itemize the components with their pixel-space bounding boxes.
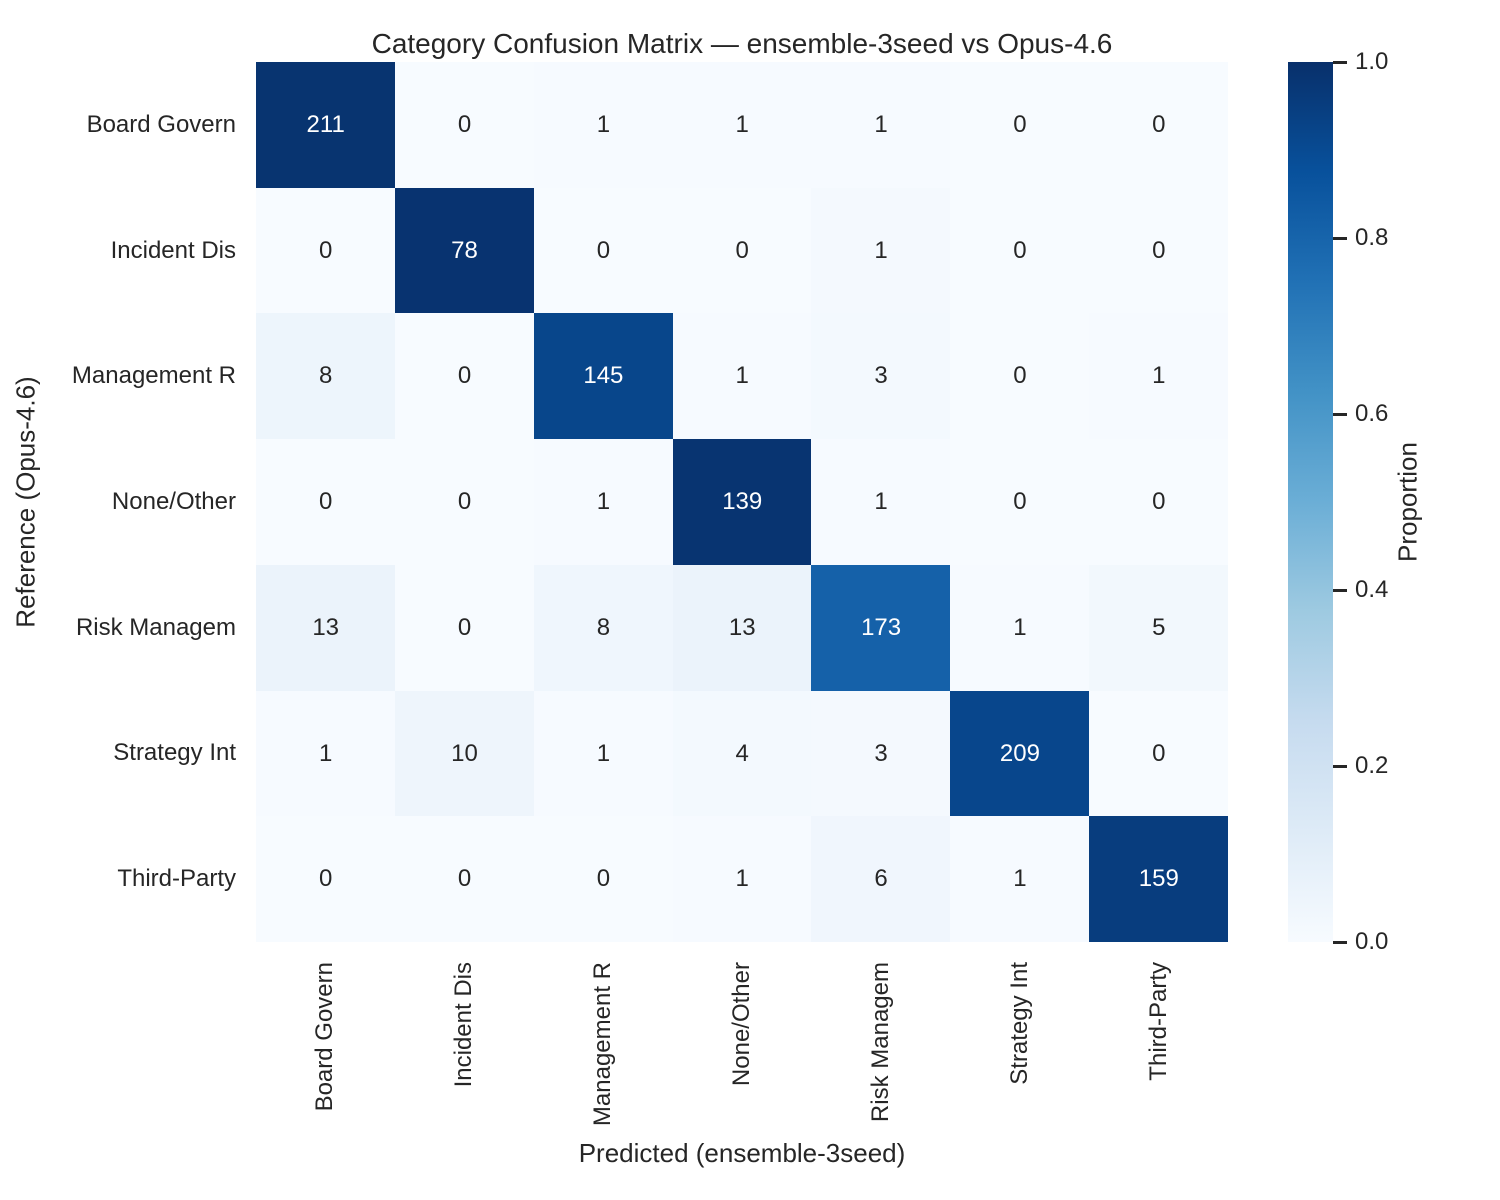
heatmap-cell: 1 — [672, 313, 812, 440]
heatmap-cell: 1 — [672, 816, 812, 943]
heatmap-cell: 0 — [394, 816, 535, 943]
heatmap-cell: 1 — [533, 439, 674, 566]
heatmap-cell: 1 — [950, 816, 1090, 943]
heatmap-cell: 1 — [811, 439, 951, 566]
heatmap-cell: 4 — [672, 690, 812, 817]
heatmap-cell: 1 — [811, 187, 951, 314]
heatmap-cell: 0 — [672, 187, 812, 314]
heatmap-cell: 0 — [394, 313, 535, 440]
colorbar-tick-label: 0.0 — [1355, 928, 1389, 955]
heatmap-cell: 78 — [394, 187, 535, 314]
heatmap-cell: 0 — [256, 187, 396, 314]
y-tick-label: Third-Party — [117, 865, 236, 893]
colorbar-tick-label: 0.6 — [1355, 400, 1389, 427]
colorbar-tick-mark — [1333, 60, 1347, 64]
heatmap-cell: 0 — [1089, 439, 1229, 566]
colorbar-tick-label: 1.0 — [1355, 48, 1389, 75]
heatmap-cell: 1 — [950, 564, 1090, 691]
chart-title: Category Confusion Matrix — ensemble-3se… — [371, 28, 1113, 59]
y-tick-label: Management R — [71, 362, 236, 390]
y-tick-label: Incident Dis — [110, 236, 236, 264]
heatmap-cell: 6 — [811, 816, 951, 943]
heatmap-cell: 0 — [533, 816, 674, 943]
heatmap-cell: 0 — [950, 439, 1090, 566]
colorbar-ticks: 1.0 0.8 0.6 0.4 0.2 0.0 — [1333, 48, 1473, 955]
heatmap-cell: 173 — [811, 564, 951, 691]
x-tick-label: Incident Dis — [450, 962, 478, 1088]
heatmap-cell: 209 — [950, 690, 1090, 817]
heatmap-cell: 1 — [811, 62, 951, 189]
heatmap-cell: 159 — [1089, 816, 1229, 943]
colorbar-tick-mark — [1333, 940, 1347, 944]
y-tick-label: Risk Managem — [75, 613, 236, 641]
heatmap-cell: 0 — [950, 62, 1090, 189]
colorbar-tick-label: 0.8 — [1355, 224, 1389, 251]
x-tick-label: Risk Managem — [866, 962, 894, 1123]
heatmap-cell: 5 — [1089, 564, 1229, 691]
x-tick-label: Management R — [589, 962, 617, 1127]
heatmap-cell: 8 — [533, 564, 674, 691]
colorbar-tick-mark — [1333, 588, 1347, 592]
heatmap-cell: 139 — [672, 439, 812, 566]
heatmap-cell: 1 — [533, 62, 674, 189]
y-tick-label: Board Govern — [86, 110, 236, 138]
heatmap-cell: 0 — [394, 62, 535, 189]
heatmap-cell: 13 — [256, 564, 396, 691]
heatmap-cell: 0 — [1089, 187, 1229, 314]
y-axis-tick-labels: Board Govern Incident Dis Management R None… — [0, 62, 246, 942]
heatmap-cell: 1 — [256, 690, 396, 817]
heatmap-cell: 0 — [256, 439, 396, 566]
heatmap-cell: 211 — [256, 62, 396, 189]
y-tick-label: Strategy Int — [113, 739, 236, 767]
heatmap-cell: 0 — [394, 439, 535, 566]
heatmap-cell: 3 — [811, 690, 951, 817]
heatmap-cell: 0 — [1089, 62, 1229, 189]
colorbar-tick-label: 0.4 — [1355, 576, 1389, 603]
heatmap-cell: 1 — [1089, 313, 1229, 440]
heatmap-cell: 8 — [256, 313, 396, 440]
x-tick-label: Strategy Int — [1005, 962, 1033, 1085]
colorbar-tick-mark — [1333, 412, 1347, 416]
heatmap-cell: 0 — [950, 313, 1090, 440]
heatmap-cell: 1 — [533, 690, 674, 817]
heatmap-cell: 145 — [533, 313, 674, 440]
heatmap-cell: 0 — [950, 187, 1090, 314]
colorbar-tick-mark — [1333, 236, 1347, 240]
colorbar-label: Proportion — [1392, 442, 1423, 562]
x-axis-title: Predicted (ensemble-3seed) — [578, 1138, 906, 1168]
colorbar-tick-mark — [1333, 764, 1347, 768]
heatmap-cell: 0 — [256, 816, 396, 943]
colorbar — [1288, 62, 1333, 942]
x-tick-label: Third-Party — [1144, 962, 1172, 1081]
heatmap-cell: 13 — [672, 564, 812, 691]
heatmap-cell: 0 — [394, 564, 535, 691]
heatmap-cell: 0 — [533, 187, 674, 314]
heatmap-cell: 0 — [1089, 690, 1229, 817]
x-tick-label: Board Govern — [311, 962, 339, 1112]
y-tick-label: None/Other — [111, 488, 236, 515]
x-tick-label: None/Other — [728, 962, 755, 1087]
colorbar-tick-label: 0.2 — [1355, 752, 1389, 779]
heatmap-grid: 211 0 1 1 1 0 0 0 78 0 0 1 0 0 8 0 145 1 3 0 1 0 0 1 139 1 0 0 13 0 8 1… — [256, 62, 1229, 943]
heatmap-cell: 1 — [672, 62, 812, 189]
heatmap-cell: 3 — [811, 313, 951, 440]
heatmap-cell: 10 — [394, 690, 535, 817]
